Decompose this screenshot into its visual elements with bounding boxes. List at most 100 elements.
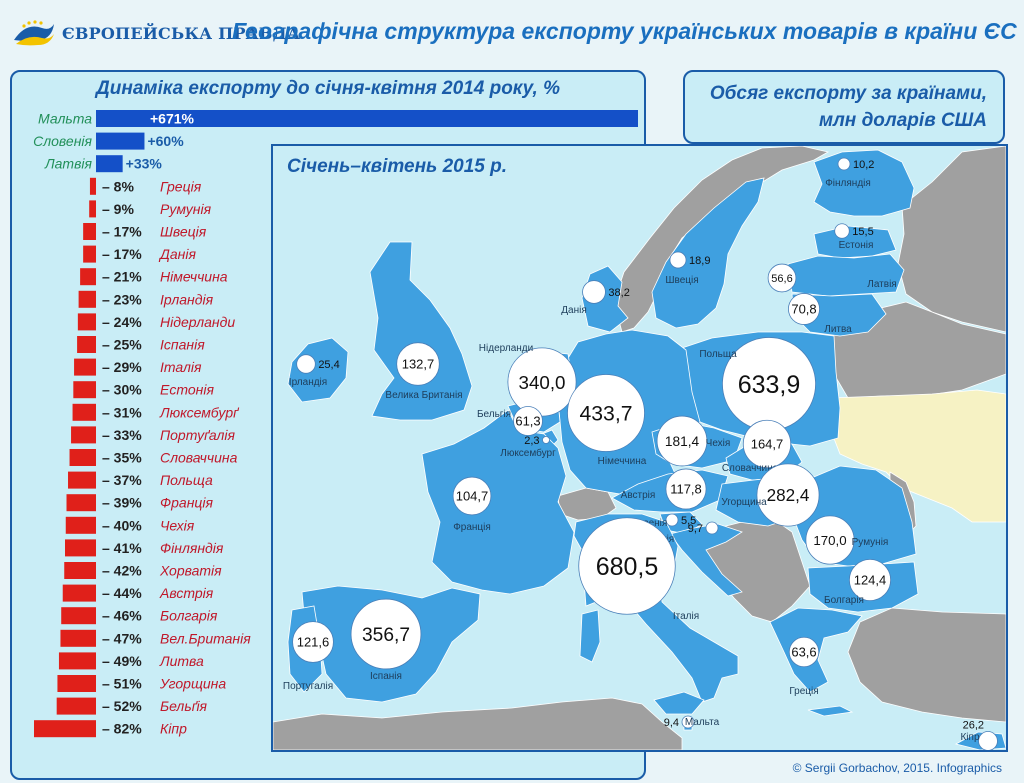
bar-category-label: Люксембурґ: [159, 404, 240, 420]
bar-negative: [74, 358, 96, 376]
crete-shape: [807, 705, 854, 717]
bar-category-label: Портуґалія: [160, 427, 235, 443]
bubble: [396, 342, 440, 386]
bar-positive: [96, 132, 145, 150]
estonia-shape: [813, 225, 897, 259]
country-label: Люксембург: [500, 447, 556, 459]
bubble-value-label: 18,9: [689, 255, 710, 267]
bar-category-label: Словаччина: [160, 450, 238, 466]
bubble: [848, 558, 892, 602]
bar-value-label: – 9%: [102, 201, 134, 217]
bar-category-label: Словенія: [33, 133, 92, 149]
bubble-value-label: 433,7: [580, 403, 633, 426]
bar-value-label: – 33%: [102, 427, 142, 443]
bubble-value-label: 633,9: [738, 371, 801, 399]
bar-category-label: Австрія: [159, 585, 214, 601]
bar-negative: [69, 449, 96, 466]
sardinia-shape: [579, 609, 601, 663]
ukraine-shape: [829, 389, 1006, 523]
map-title: Обсяг експорту за країнами, млн доларів …: [709, 83, 987, 131]
logo-text: ЄВРОПЕЙСЬКА ПРАВДА: [62, 23, 301, 43]
bar-negative: [64, 562, 96, 579]
map-subtitle: Січень–квітень 2015 р.: [287, 156, 508, 177]
bubble: [837, 157, 851, 171]
bar-category-label: Іспанія: [160, 337, 205, 353]
country-label: Бельгія: [477, 409, 511, 420]
bar-value-label: +60%: [147, 133, 184, 149]
north-africa-shape: [273, 697, 683, 750]
country-label: Фінляндія: [825, 178, 871, 189]
bubble-value-label: 10,2: [853, 159, 874, 171]
bar-value-label: – 39%: [102, 495, 142, 511]
bar-category-label: Швеція: [160, 224, 207, 240]
bubble-value-label: 164,7: [751, 437, 784, 452]
bubble-value-label: 5,5: [681, 515, 696, 527]
bar-category-label: Ірландія: [160, 291, 214, 307]
country-label: Німеччина: [598, 456, 647, 467]
bubble: [292, 621, 334, 663]
bubble: [582, 280, 606, 304]
bubble: [578, 517, 676, 615]
russia-shape: [897, 146, 1006, 333]
sicily-shape: [653, 691, 705, 715]
bubble: [978, 731, 998, 750]
bar-negative: [89, 177, 96, 195]
bubble: [705, 521, 719, 535]
bubble: [542, 436, 550, 444]
bubble: [513, 406, 543, 436]
bar-negative: [65, 516, 96, 534]
bar-value-label: – 30%: [102, 382, 142, 398]
country-label: Франція: [453, 522, 491, 533]
bar-category-label: Мальта: [38, 111, 92, 127]
bubble-value-label: 63,6: [791, 645, 816, 660]
bar-value-label: – 49%: [102, 653, 142, 669]
country-label: Швеція: [665, 275, 698, 286]
bar-positive: [96, 110, 638, 127]
bubble-value-label: 25,4: [318, 359, 339, 371]
bar-category-label: Угорщина: [159, 676, 226, 692]
latvia-shape: [787, 253, 905, 297]
logo: ЄВРОПЕЙСЬКА ПРАВДА: [12, 18, 300, 48]
bar-negative: [61, 607, 96, 625]
bubble-value-label: 104,7: [456, 489, 489, 504]
country-label: Велика Британія: [385, 390, 462, 401]
country-label: Нідерланди: [479, 343, 533, 354]
country-label: Литва: [824, 324, 852, 335]
uk-shape: [369, 241, 473, 421]
bubble-map: 10,2 Фінляндія 15,5 Естонія 56,6 Латвія 70,8 Ли…: [273, 146, 1006, 750]
bar-value-label: – 82%: [102, 721, 142, 737]
bar-negative: [56, 697, 96, 715]
country-label: Мальта: [685, 717, 720, 728]
map-title-panel: Обсяг експорту за країнами, млн доларів …: [683, 70, 1005, 144]
bar-category-label: Латвія: [44, 156, 92, 172]
sweden-shape: [651, 177, 765, 329]
bar-category-label: Польща: [160, 472, 213, 488]
country-label: Ірландія: [289, 377, 327, 388]
bar-negative: [80, 268, 96, 286]
bubble-value-label: 282,4: [767, 486, 810, 505]
bubble-value-label: 356,7: [362, 625, 410, 646]
bar-value-label: – 47%: [102, 630, 142, 646]
country-label: Данія: [561, 305, 587, 316]
bar-category-label: Литва: [159, 653, 204, 669]
bar-value-label: – 31%: [102, 404, 142, 420]
bar-negative: [57, 675, 96, 692]
bar-negative: [89, 200, 96, 218]
bubble-value-label: 38,2: [608, 287, 629, 299]
bar-value-label: – 25%: [102, 337, 142, 353]
bar-category-label: Франція: [160, 495, 214, 511]
country-label: Греція: [789, 686, 818, 697]
bar-negative: [77, 336, 96, 353]
bar-negative: [34, 720, 96, 738]
bar-category-label: Чехія: [160, 517, 195, 533]
bar-value-label: +671%: [150, 111, 195, 127]
country-label: Естонія: [839, 240, 874, 251]
bubble: [788, 636, 820, 668]
bubble-value-label: 181,4: [665, 434, 700, 449]
bar-positive: [96, 155, 123, 173]
bar-value-label: – 37%: [102, 472, 142, 488]
bubble-value-label: 340,0: [519, 372, 566, 393]
bubble: [788, 293, 820, 325]
bubble-value-label: 124,4: [854, 573, 887, 588]
bar-value-label: +33%: [126, 156, 163, 172]
